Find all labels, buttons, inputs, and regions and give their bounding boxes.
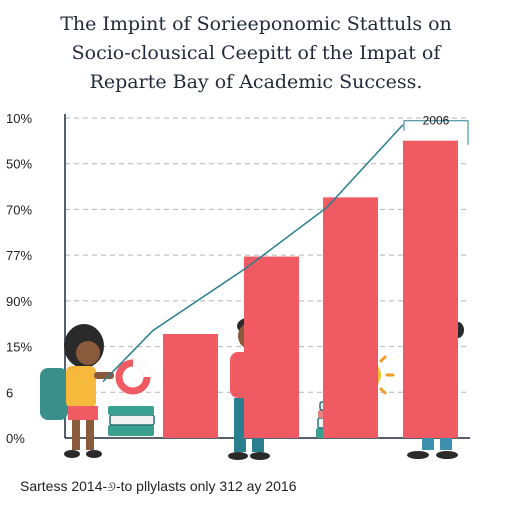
bars-layer: [163, 140, 458, 438]
bar: [244, 256, 299, 438]
child-with-backpack-illustration: [40, 324, 114, 458]
chart-footer-note: Sartess 2014-୬-to pllylasts only 312 ay …: [20, 478, 297, 494]
y-tick-label: 77%: [6, 248, 32, 263]
bar: [403, 140, 458, 438]
y-tick-label: 90%: [6, 294, 32, 309]
y-tick-label: 0%: [6, 431, 25, 446]
trend-line: [102, 124, 404, 383]
y-tick-label: 50%: [6, 157, 32, 172]
title-line: Reparte Bay of Academic Success.: [89, 71, 423, 93]
donut-chart-icon: [115, 359, 151, 395]
y-tick-label: 70%: [6, 202, 32, 217]
callout-label: 2006: [423, 114, 450, 128]
books-stack-icon: [108, 406, 155, 436]
bar: [163, 334, 218, 438]
chart-title: The Impint of Sorieeponomic Stattuls on …: [0, 10, 512, 97]
grid-layer: 10% 50% 70% 77% 90% 15% 6 0%: [6, 111, 470, 446]
y-tick-label: 6: [6, 385, 13, 400]
line-layer: [102, 124, 404, 383]
y-tick-label: 15%: [6, 340, 32, 355]
callout-bracket: [403, 120, 469, 145]
callout-layer: 2006: [403, 114, 469, 145]
title-line: Socio-clousical Ceepitt of the Impat of: [71, 42, 441, 64]
y-tick-label: 10%: [6, 111, 32, 126]
title-line: The Impint of Sorieeponomic Stattuls on: [60, 13, 452, 35]
bar: [323, 197, 378, 438]
